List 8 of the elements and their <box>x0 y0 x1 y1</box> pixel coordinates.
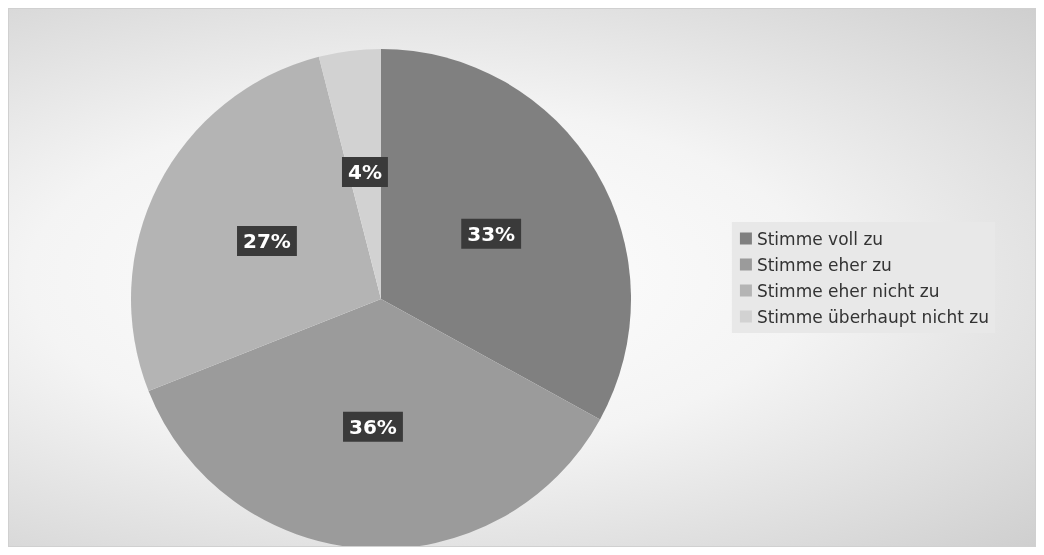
data-label: 4% <box>347 160 382 185</box>
legend-label: Stimme voll zu <box>756 228 884 249</box>
legend-label: Stimme eher nicht zu <box>756 280 940 301</box>
data-label: 33% <box>467 221 516 246</box>
legend-label: Stimme überhaupt nicht zu <box>756 306 989 327</box>
data-label: 36% <box>349 414 397 439</box>
legend-label: Stimme eher zu <box>756 254 892 275</box>
data-label: 27% <box>243 228 291 253</box>
